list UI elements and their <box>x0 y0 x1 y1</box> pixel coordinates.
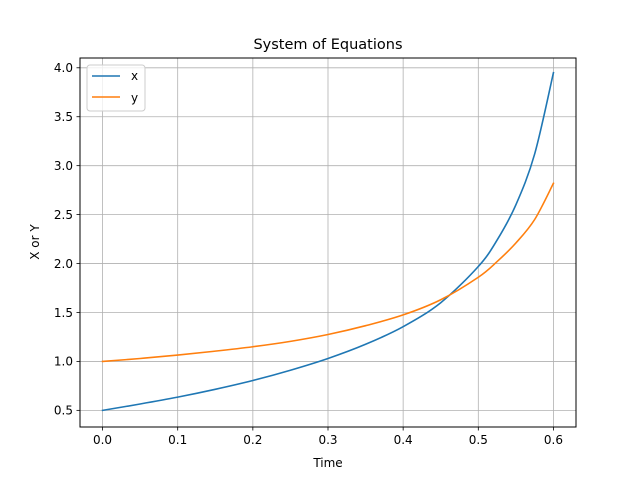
series-line-x <box>101 71 555 412</box>
y-tick-label: 2.0 <box>54 257 73 271</box>
y-tick-label: 4.0 <box>54 61 73 75</box>
x-tick-label: 0.2 <box>243 433 262 447</box>
legend-label-x: x <box>131 69 138 83</box>
y-axis-label: X or Y <box>28 224 42 260</box>
x-tick-label: 0.0 <box>93 433 112 447</box>
y-tick-label: 0.5 <box>54 404 73 418</box>
legend-label-y: y <box>131 91 138 105</box>
y-tick-label: 2.5 <box>54 208 73 222</box>
y-tick-label: 1.5 <box>54 306 73 320</box>
chart-title: System of Equations <box>253 37 402 53</box>
y-tick-label: 1.0 <box>54 355 73 369</box>
x-tick-label: 0.5 <box>469 433 488 447</box>
x-tick-label: 0.6 <box>544 433 563 447</box>
series-lines <box>101 71 555 412</box>
x-tick-label: 0.4 <box>394 433 413 447</box>
y-tick-label: 3.5 <box>54 110 73 124</box>
y-tick-label: 3.0 <box>54 159 73 173</box>
series-line-y <box>101 182 555 363</box>
x-tick-label: 0.3 <box>318 433 337 447</box>
legend: x y <box>86 64 146 112</box>
axis-ticks: 0.0 0.1 0.2 0.3 0.4 0.5 0.6 0.5 1.0 1.5 2.0 2.5 3.0 3… <box>54 61 563 447</box>
x-axis-label: Time <box>312 456 342 470</box>
grid-lines <box>80 58 576 427</box>
x-tick-label: 0.1 <box>168 433 187 447</box>
